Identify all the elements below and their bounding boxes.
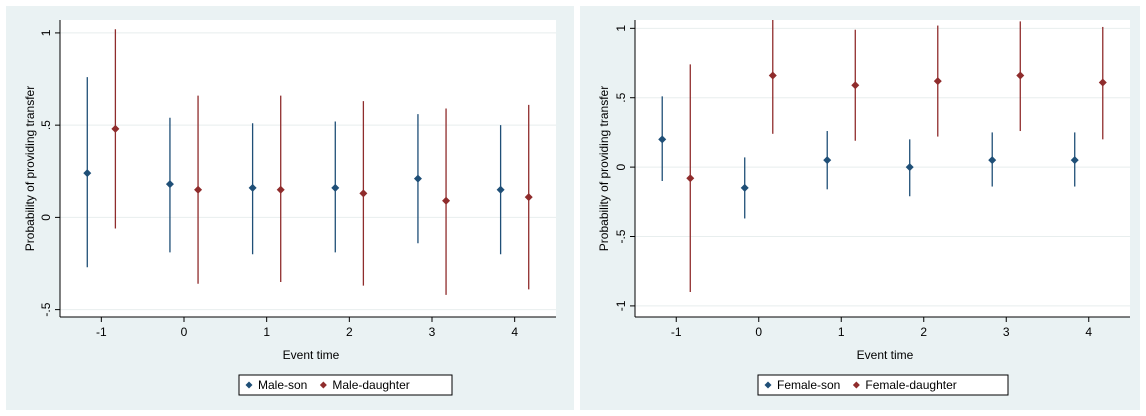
legend-label: Male-daughter [332, 378, 409, 392]
y-tick-label: .5 [614, 92, 628, 102]
data-point [740, 183, 749, 192]
legend-label: Female-son [777, 378, 840, 392]
legend-box [757, 374, 1009, 396]
y-axis-title: Probability of providing transfer [23, 86, 37, 251]
data-point [165, 180, 174, 189]
male-chart: -.5 0 .5 1 -1 0 1 2 3 4 Event time Probability of p… [23, 20, 556, 396]
legend-marker [852, 381, 860, 389]
female-chart-panel: -1 -.5 0 .5 1 -1 0 1 2 3 4 Event time Probability of… [580, 6, 1140, 410]
x-tick-label: 1 [838, 325, 845, 339]
plot-area [60, 20, 556, 317]
y-tick-label: -.5 [614, 229, 628, 243]
x-tick-label: 4 [1085, 325, 1092, 339]
data-point [823, 156, 832, 165]
y-tick-label: -.5 [39, 302, 53, 316]
x-tick-label: 1 [263, 325, 270, 339]
data-point [248, 183, 257, 192]
legend-marker [764, 381, 772, 389]
data-point [194, 185, 203, 194]
x-tick-label: 3 [1003, 325, 1010, 339]
y-tick-label: .5 [39, 120, 53, 130]
x-tick-label: 0 [181, 325, 188, 339]
x-axis-title: Event time [283, 348, 340, 362]
data-point [496, 185, 505, 194]
male-chart-panel: -.5 0 .5 1 -1 0 1 2 3 4 Event time Probability of p… [6, 6, 574, 410]
female-chart: -1 -.5 0 .5 1 -1 0 1 2 3 4 Event time Probability of… [597, 20, 1130, 396]
y-axis-title: Probability of providing transfer [597, 86, 611, 251]
legend-box [238, 374, 453, 396]
y-tick-label: 1 [39, 29, 53, 36]
x-tick-label: 0 [755, 325, 762, 339]
plot-area [635, 20, 1130, 317]
y-tick-label: 0 [614, 163, 628, 170]
data-point [359, 189, 368, 198]
data-point [905, 163, 914, 172]
legend-label: Male-son [258, 378, 307, 392]
x-tick-label: -1 [96, 325, 107, 339]
data-point [1070, 156, 1079, 165]
data-point [1016, 71, 1025, 80]
y-tick-label: 0 [39, 214, 53, 221]
data-point [658, 135, 667, 144]
data-point [851, 81, 860, 90]
legend-label: Female-daughter [865, 378, 956, 392]
data-point [442, 196, 451, 205]
legend-marker [319, 381, 327, 389]
x-axis-title: Event time [857, 348, 914, 362]
y-tick-label: -1 [614, 300, 628, 311]
data-point [413, 174, 422, 183]
x-tick-label: 2 [346, 325, 353, 339]
data-point [988, 156, 997, 165]
data-point [933, 77, 942, 86]
data-point [686, 174, 695, 183]
x-tick-label: 4 [511, 325, 518, 339]
y-tick-label: 1 [614, 25, 628, 32]
legend: Male-son Male-daughter [238, 374, 453, 396]
x-tick-label: -1 [671, 325, 682, 339]
data-point [83, 169, 92, 178]
x-tick-label: 3 [429, 325, 436, 339]
legend: Female-son Female-daughter [757, 374, 1009, 396]
data-point [768, 71, 777, 80]
data-point [276, 185, 285, 194]
data-point [524, 193, 533, 202]
data-point [111, 124, 120, 133]
legend-marker [245, 381, 253, 389]
data-point [331, 183, 340, 192]
x-tick-label: 2 [920, 325, 927, 339]
data-point [1098, 78, 1107, 87]
